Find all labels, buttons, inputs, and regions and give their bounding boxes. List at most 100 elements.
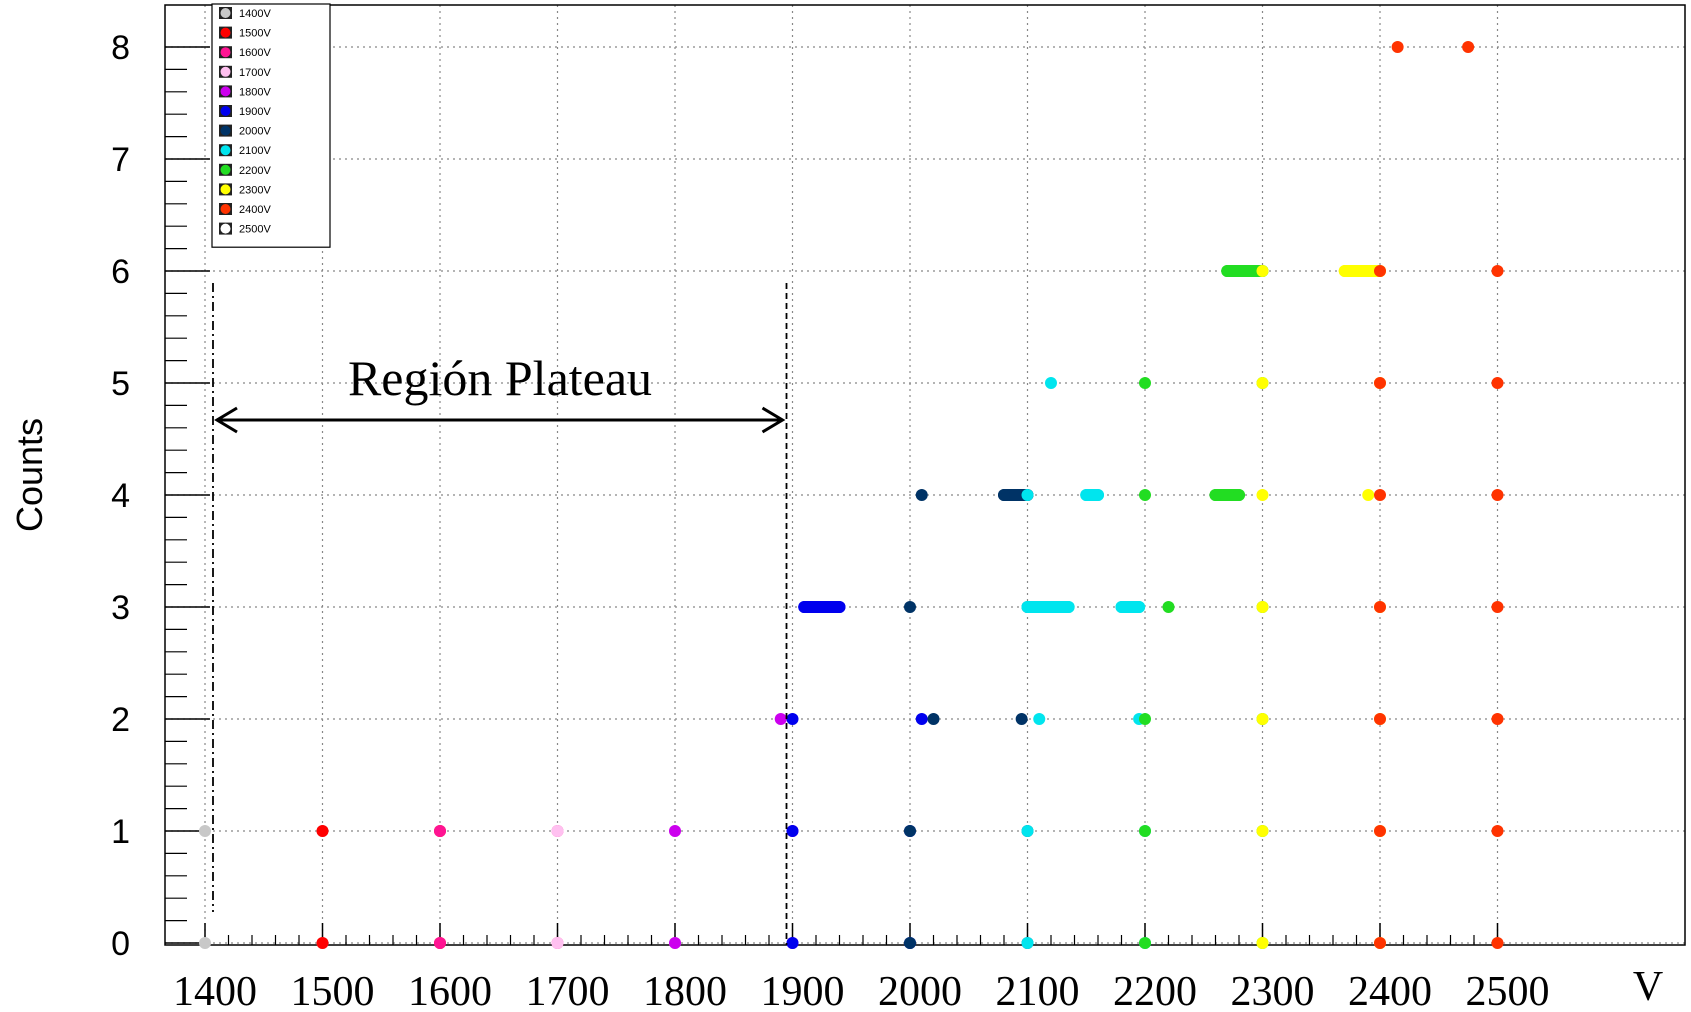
legend-label: 1600V: [239, 47, 271, 59]
annotation-label: Región Plateau: [348, 350, 652, 406]
plot-frame: [164, 4, 1686, 946]
y-tick-label: 7: [111, 141, 130, 179]
legend-marker: [220, 106, 231, 116]
y-tick-label: 3: [111, 589, 130, 627]
series-2400V: [1374, 41, 1504, 949]
data-point: [1045, 377, 1057, 389]
legend-label: 2400V: [239, 204, 271, 216]
legend-label: 2300V: [239, 184, 271, 196]
legend-marker: [220, 145, 231, 156]
axes: 1400 1500 1600 1700 1800 1900 2000 2100 2200 2300…: [111, 4, 1686, 1012]
y-tick-label: 8: [111, 29, 130, 67]
data-point: [1491, 265, 1504, 277]
y-tick-label: 6: [111, 253, 130, 291]
data-point: [1139, 713, 1151, 725]
data-point: [1491, 825, 1504, 837]
data-point: [1233, 489, 1245, 501]
x-tick-label: 2100: [996, 969, 1080, 1012]
series-1500V: [316, 825, 446, 949]
data-point: [786, 713, 799, 725]
x-tick-label: 1900: [761, 969, 845, 1012]
y-tick-label: 0: [111, 925, 130, 963]
series-1900V: [786, 601, 928, 949]
y-tick-label: 2: [111, 701, 130, 739]
legend-label: 1700V: [239, 67, 271, 79]
data-point: [915, 489, 928, 501]
data-point: [904, 825, 916, 837]
data-point: [1062, 601, 1075, 613]
data-point: [786, 825, 799, 837]
data-point: [1256, 825, 1269, 837]
data-point: [316, 937, 329, 949]
data-point: [1256, 377, 1269, 389]
series-1700V: [551, 825, 681, 949]
legend-marker: [220, 27, 231, 38]
legend-marker: [220, 8, 231, 18]
legend-marker: [220, 223, 231, 234]
data-point: [434, 937, 446, 949]
series-1800V: [669, 713, 799, 949]
data-point: [1256, 713, 1269, 725]
x-tick-label: 1800: [643, 969, 727, 1012]
data-point: [815, 601, 828, 613]
data-point: [1139, 937, 1151, 949]
data-point: [1115, 601, 1128, 613]
legend-marker: [220, 125, 231, 136]
data-point: [199, 825, 211, 837]
data-point: [669, 937, 681, 949]
data-point: [1021, 937, 1034, 949]
x-tick-label: 1400: [173, 969, 257, 1012]
data-point: [1374, 265, 1386, 277]
data-point: [551, 825, 564, 837]
data-point: [1374, 713, 1386, 725]
legend-marker: [220, 184, 231, 195]
arrow-head-left: [214, 406, 238, 434]
data-point: [1021, 825, 1034, 837]
data-point: [1491, 713, 1504, 725]
legend-label: 2100V: [239, 145, 271, 157]
data-point: [1374, 937, 1386, 949]
data-point: [1080, 489, 1093, 501]
data-point: [1139, 489, 1151, 501]
data-point: [1256, 601, 1269, 613]
legend-label: 1800V: [239, 86, 271, 98]
data-point: [1374, 489, 1386, 501]
data-point: [786, 937, 799, 949]
data-point: [833, 601, 846, 613]
legend: 1400V 1500V 1600V 1700V 1800V 1900V 2000V 2100V…: [211, 3, 331, 248]
x-tick-label: 1600: [408, 969, 492, 1012]
series-1600V: [434, 825, 564, 949]
data-point: [551, 937, 564, 949]
data-point: [1133, 601, 1146, 613]
legend-marker: [220, 66, 231, 77]
arrow-head-right: [761, 406, 786, 434]
legend-label: 2500V: [239, 224, 271, 236]
data-point: [669, 825, 681, 837]
data-point: [1338, 265, 1351, 277]
x-tick-label: 1500: [291, 969, 375, 1012]
data-point: [316, 825, 329, 837]
data-point: [1391, 41, 1404, 53]
legend-label: 2000V: [239, 126, 271, 138]
data-point: [1256, 489, 1269, 501]
legend-marker: [220, 86, 231, 97]
data-point: [1256, 937, 1269, 949]
data-point: [1374, 377, 1386, 389]
series-1400V: [199, 825, 329, 949]
data-point: [1374, 825, 1386, 837]
data-point: [1491, 937, 1504, 949]
data-point: [774, 713, 787, 725]
y-tick-label: 1: [111, 813, 130, 851]
data-point: [1362, 489, 1375, 501]
data-point: [798, 601, 811, 613]
data-point: [927, 713, 940, 725]
data-point: [1162, 601, 1175, 613]
data-point: [1221, 265, 1234, 277]
data-point: [1021, 489, 1034, 501]
legend-marker: [220, 47, 231, 58]
y-axis-title: Counts: [9, 418, 50, 532]
data-point: [1491, 377, 1504, 389]
y-tick-label: 4: [111, 477, 130, 515]
data-point: [904, 601, 916, 613]
data-point: [998, 489, 1010, 501]
